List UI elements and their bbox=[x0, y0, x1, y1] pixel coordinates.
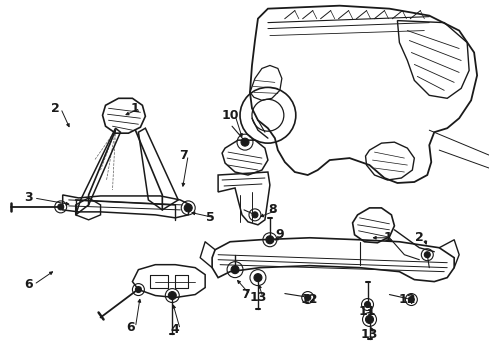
Circle shape bbox=[305, 294, 311, 301]
Text: 12: 12 bbox=[399, 293, 416, 306]
Text: 13: 13 bbox=[361, 328, 378, 341]
Text: 1: 1 bbox=[383, 231, 392, 244]
Text: 5: 5 bbox=[206, 211, 215, 224]
Text: 11: 11 bbox=[359, 305, 376, 318]
Text: 7: 7 bbox=[241, 288, 249, 301]
Text: 9: 9 bbox=[275, 228, 284, 241]
Text: 6: 6 bbox=[24, 278, 33, 291]
Circle shape bbox=[254, 274, 262, 282]
Text: 12: 12 bbox=[301, 293, 318, 306]
Text: 2: 2 bbox=[415, 231, 424, 244]
Circle shape bbox=[408, 297, 415, 302]
Circle shape bbox=[168, 292, 176, 300]
Circle shape bbox=[252, 212, 258, 218]
Circle shape bbox=[184, 204, 192, 212]
Text: 2: 2 bbox=[51, 102, 60, 115]
Text: 10: 10 bbox=[221, 109, 239, 122]
Text: 1: 1 bbox=[131, 102, 140, 115]
Circle shape bbox=[231, 266, 239, 274]
Circle shape bbox=[135, 287, 142, 293]
Text: 3: 3 bbox=[24, 192, 33, 204]
Text: 13: 13 bbox=[249, 291, 267, 304]
Circle shape bbox=[58, 204, 64, 210]
Text: 6: 6 bbox=[126, 321, 135, 334]
Text: 8: 8 bbox=[269, 203, 277, 216]
Text: 7: 7 bbox=[179, 149, 188, 162]
Text: 4: 4 bbox=[171, 323, 180, 336]
Circle shape bbox=[241, 138, 249, 146]
Circle shape bbox=[266, 236, 274, 244]
Circle shape bbox=[424, 252, 430, 258]
Circle shape bbox=[366, 315, 373, 323]
Circle shape bbox=[365, 302, 370, 307]
